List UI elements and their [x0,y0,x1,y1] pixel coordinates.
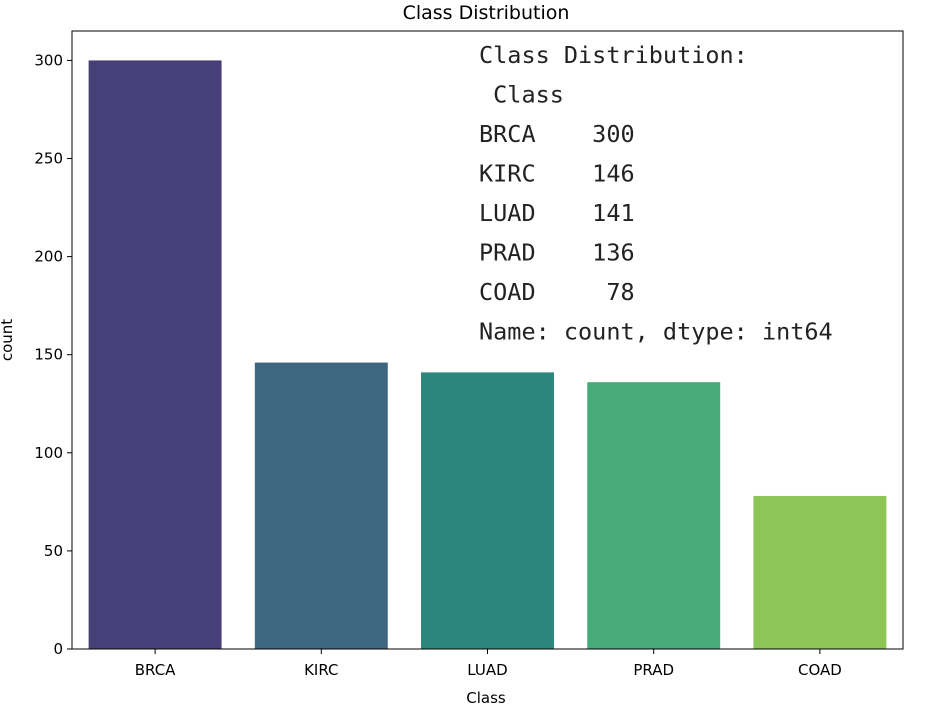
y-axis: 0 50 100 150 200 250 300 [34,51,72,658]
bars-group [88,60,887,649]
class-distribution-annotation: Class Distribution: Class BRCA 300 KIRC 14… [479,41,833,346]
y-tick-label: 150 [34,346,63,364]
annotation-line: PRAD 136 [479,239,635,267]
annotation-line: Name: count, dtype: int64 [479,318,833,346]
annotation-line: LUAD 141 [479,199,635,227]
bar-luad [421,372,554,649]
bar-coad [753,495,887,649]
x-tick-label: LUAD [467,661,507,679]
annotation-line: KIRC 146 [479,160,635,188]
annotation-line: BRCA 300 [479,120,635,148]
bar-brca [88,60,222,649]
y-tick-label: 50 [44,542,63,560]
x-tick-label: KIRC [304,661,338,679]
x-tick-label: PRAD [633,661,674,679]
y-tick-label: 200 [34,248,63,266]
y-tick-label: 100 [34,444,63,462]
y-tick-label: 0 [53,640,63,658]
x-axis-label: Class [466,689,506,707]
y-tick-label: 250 [34,150,63,168]
chart-title: Class Distribution [403,2,570,24]
bar-prad [587,382,721,649]
x-axis: BRCA KIRC LUAD PRAD COAD [135,649,842,679]
annotation-line: Class Distribution: [479,41,748,69]
x-tick-label: COAD [798,661,842,679]
bar-kirc [254,362,388,649]
x-tick-label: BRCA [135,661,176,679]
annotation-line: COAD 78 [479,278,635,306]
y-axis-label: count [0,319,16,361]
y-tick-label: 300 [34,51,63,69]
plot-frame [71,30,904,650]
annotation-line: Class [479,81,564,109]
